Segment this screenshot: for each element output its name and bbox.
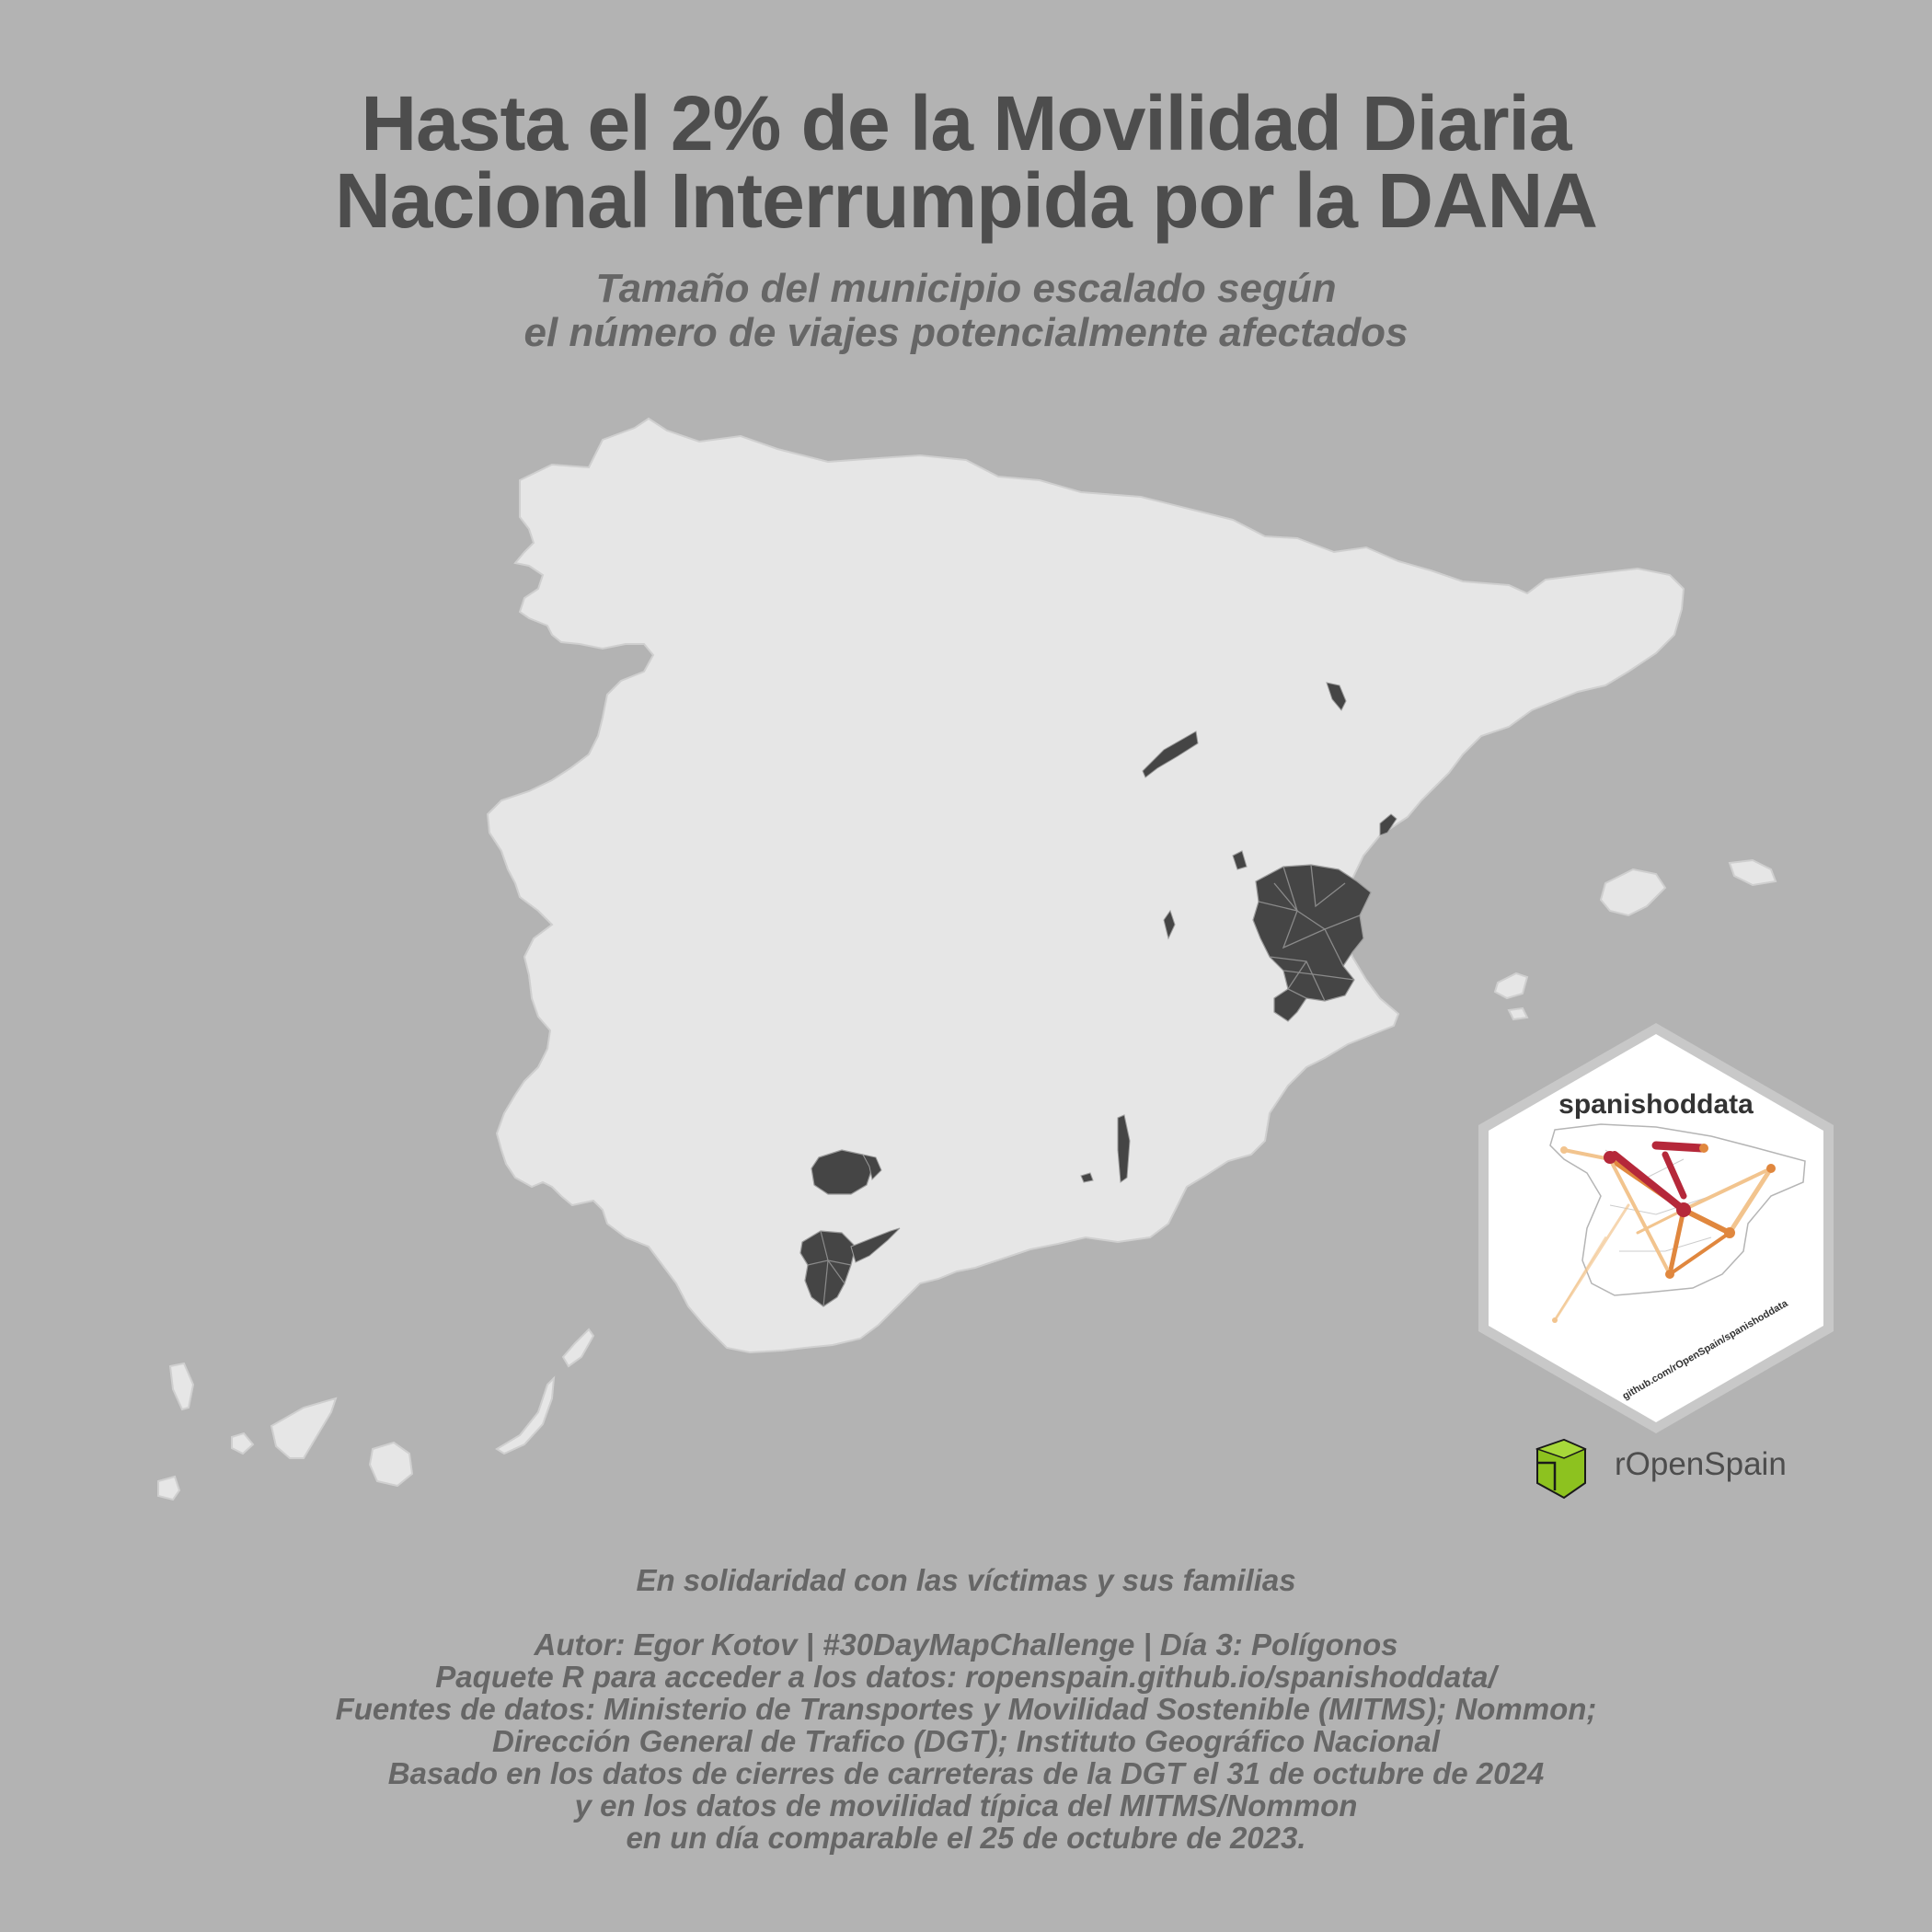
affected-area-castellon bbox=[1379, 813, 1397, 836]
mini-spain-outline bbox=[1549, 1123, 1806, 1296]
credits-line-sources-2: Dirección General de Trafico (DGT); Inst… bbox=[492, 1724, 1440, 1758]
map-subtitle: Tamaño del municipio escalado según el n… bbox=[0, 267, 1932, 355]
flow-nodes bbox=[1552, 1144, 1776, 1323]
affected-area-small-1 bbox=[1232, 850, 1248, 870]
affected-area-teruel bbox=[1326, 682, 1347, 711]
ibiza-shape bbox=[1493, 972, 1529, 1000]
ropenspain-label: rOpenSpain bbox=[1615, 1446, 1787, 1482]
affected-area-cuenca bbox=[1142, 730, 1199, 778]
menorca-shape bbox=[1728, 858, 1777, 887]
title-line-2: Nacional Interrumpida por la DANA bbox=[335, 157, 1598, 244]
la-gomera-shape bbox=[231, 1432, 255, 1455]
credits-line-basis-1: Basado en los datos de cierres de carret… bbox=[387, 1756, 1545, 1790]
footer-credits: En solidaridad con las víctimas y sus fa… bbox=[0, 1564, 1932, 1854]
valencia-internal-borders bbox=[1258, 864, 1361, 1002]
mallorca-shape bbox=[1599, 868, 1667, 917]
credits-line-package: Paquete R para acceder a los datos: rope… bbox=[435, 1660, 1497, 1694]
solidarity-note: En solidaridad con las víctimas y sus fa… bbox=[636, 1563, 1296, 1597]
affected-area-sevilla bbox=[811, 1149, 873, 1195]
map-title: Hasta el 2% de la Movilidad Diaria Nacio… bbox=[0, 85, 1932, 239]
tenerife-shape bbox=[270, 1397, 338, 1459]
affected-area-murcia bbox=[1117, 1114, 1131, 1183]
subtitle-line-1: Tamaño del municipio escalado según bbox=[595, 266, 1337, 311]
hex-face bbox=[1489, 1034, 1823, 1422]
spanishoddata-logo: spanishoddata bbox=[1478, 1023, 1834, 1433]
credits-line-basis-3: en un día comparable el 25 de octubre de… bbox=[626, 1821, 1306, 1855]
affected-area-albacete bbox=[1163, 909, 1176, 940]
ropenspain-logo-icon bbox=[1535, 1438, 1587, 1500]
fuerteventura-shape bbox=[495, 1375, 556, 1455]
la-palma-shape bbox=[168, 1362, 195, 1411]
andalusia-internal-borders bbox=[807, 1230, 852, 1307]
credits-line-sources-1: Fuentes de datos: Ministerio de Transpor… bbox=[335, 1692, 1597, 1726]
formentera-shape bbox=[1507, 1006, 1529, 1021]
affected-area-sevilla-arm bbox=[862, 1154, 882, 1181]
package-name-label: spanishoddata bbox=[1558, 1089, 1754, 1120]
affected-area-jerez bbox=[850, 1227, 901, 1263]
el-hierro-shape bbox=[157, 1475, 181, 1501]
flow-lines bbox=[1553, 1141, 1774, 1322]
lanzarote-shape bbox=[561, 1328, 595, 1368]
gran-canaria-shape bbox=[368, 1441, 414, 1488]
peninsula-shape bbox=[486, 417, 1685, 1354]
subtitle-line-2: el número de viajes potencialmente afect… bbox=[523, 310, 1409, 355]
credits-line-author: Autor: Egor Kotov | #30DayMapChallenge |… bbox=[534, 1627, 1398, 1662]
affected-area-small-2 bbox=[1080, 1172, 1094, 1183]
credits-line-basis-2: y en los datos de movilidad típica del M… bbox=[574, 1788, 1358, 1823]
title-line-1: Hasta el 2% de la Movilidad Diaria bbox=[361, 80, 1571, 167]
